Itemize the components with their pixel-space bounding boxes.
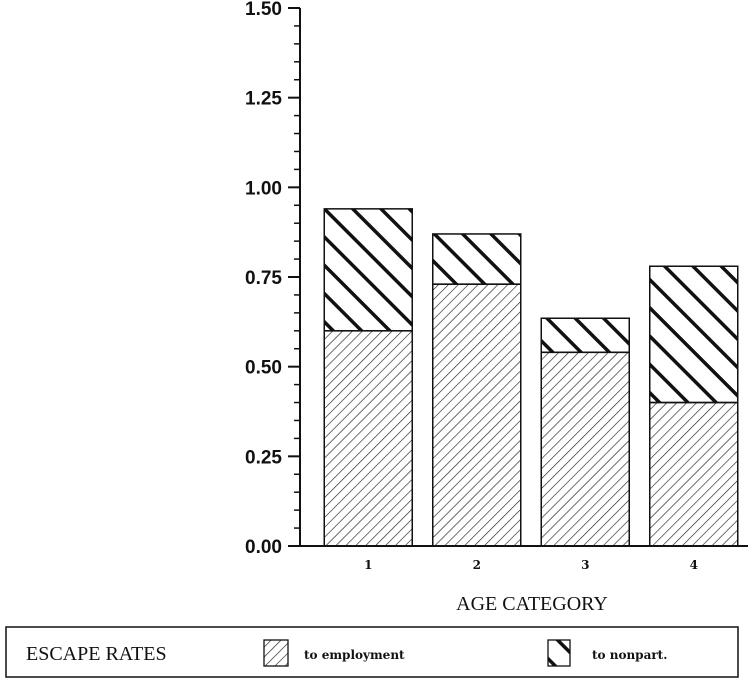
legend: ESCAPE RATES to employment to nonpart. [5, 626, 739, 678]
y-tick-label: 1.00 [245, 178, 282, 199]
y-tick-label: 1.50 [245, 0, 282, 20]
y-tick-label: 0.75 [245, 268, 282, 289]
legend-swatch-employment [263, 639, 289, 667]
bars [323, 208, 739, 547]
x-axis: 1 2 3 4 [300, 545, 748, 572]
bar-segment-nonpart-1 [323, 208, 413, 332]
bar-segment-nonpart-4 [649, 265, 739, 404]
y-tick-label: 0.25 [245, 447, 282, 468]
bar-segment-employment-1 [323, 330, 413, 547]
x-tick-label: 2 [473, 558, 481, 572]
bar-segment-employment-3 [540, 351, 630, 547]
x-tick-label: 1 [364, 558, 372, 572]
bar-segment-employment-4 [649, 401, 739, 547]
legend-label-nonpart: to nonpart. [592, 648, 667, 662]
y-axis: 0.00 0.25 0.50 0.75 1.00 1.25 1.50 [245, 0, 301, 558]
y-tick-label: 0.00 [245, 537, 282, 558]
x-tick-label: 4 [690, 558, 698, 572]
x-tick-label: 3 [581, 558, 589, 572]
legend-box [5, 626, 739, 678]
x-axis-label: AGE CATEGORY [456, 593, 608, 615]
y-tick-label: 0.50 [245, 358, 282, 379]
bar-segment-nonpart-2 [432, 233, 522, 285]
bar-segment-employment-2 [432, 283, 522, 547]
legend-label-employment: to employment [304, 648, 405, 662]
bar-segment-nonpart-3 [540, 317, 630, 354]
legend-title: ESCAPE RATES [26, 643, 167, 665]
y-tick-label: 1.25 [245, 89, 282, 110]
legend-swatch-nonpart [547, 639, 571, 667]
